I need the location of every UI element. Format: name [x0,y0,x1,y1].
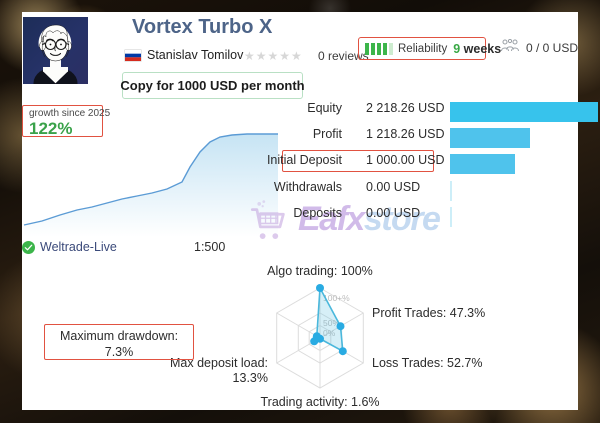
svg-text:Algo trading: 100%: Algo trading: 100% [267,264,373,278]
svg-text:13.3%: 13.3% [233,371,268,385]
svg-text:Loss Trades: 52.7%: Loss Trades: 52.7% [372,356,482,370]
svg-text:Trading activity: 1.6%: Trading activity: 1.6% [260,395,379,409]
svg-text:Profit Trades: 47.3%: Profit Trades: 47.3% [372,306,485,320]
